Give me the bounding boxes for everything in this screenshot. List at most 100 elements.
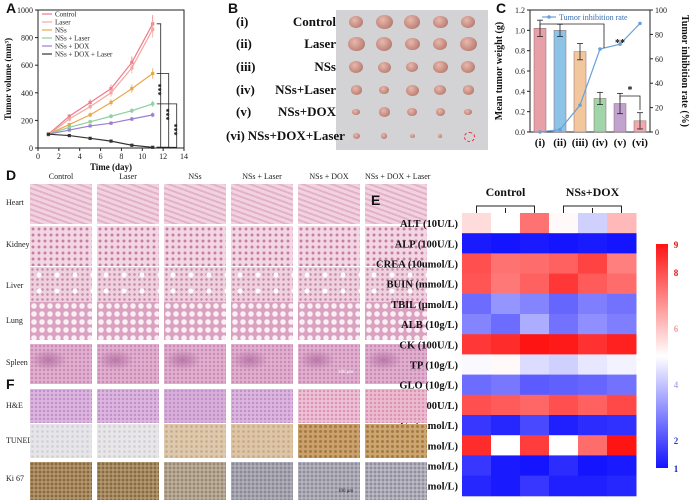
scale-bar-label: 100 μm (338, 489, 354, 494)
heatmap-cell (549, 273, 579, 295)
heatmap-cell (578, 253, 608, 275)
heatmap-cell (607, 253, 637, 275)
staining-tile (365, 389, 427, 423)
tumor-specimen (347, 36, 365, 52)
heatmap-cell (607, 435, 637, 456)
heatmap-cell (520, 233, 550, 254)
x-axis-label: Time (day) (90, 162, 132, 172)
inhibition-point (618, 42, 622, 46)
series-line (48, 72, 154, 135)
data-point (88, 100, 92, 105)
group-numeral: (v) (236, 104, 252, 119)
heatmap-cell (549, 394, 579, 416)
staining-tile (231, 462, 293, 500)
colorbar-tick-label: 9 (674, 240, 679, 250)
organ-label: Liver (6, 281, 24, 290)
inhibition-point (598, 47, 602, 51)
heatmap-cell (607, 314, 637, 335)
heatmap-cell (520, 253, 550, 275)
data-point (67, 122, 71, 127)
histology-tile (365, 184, 427, 224)
tumor-specimen (405, 84, 419, 96)
staining-tile (365, 424, 427, 458)
colorbar-tick-label: 4 (674, 380, 679, 390)
group-label: (ii) Laser (236, 36, 336, 52)
organ-label: Heart (6, 198, 24, 207)
tumor-specimen (350, 85, 362, 95)
staining-tile (164, 462, 226, 500)
group-label: (v) NSs+DOX (236, 104, 336, 120)
data-point (109, 121, 113, 125)
tumor-specimen (381, 133, 387, 139)
inhibition-point (538, 130, 542, 134)
x-tick-label: (v) (614, 137, 627, 149)
staining-tile (365, 462, 427, 500)
y-tick-label: 0.8 (515, 47, 525, 56)
inhibition-line (539, 23, 641, 133)
row-label: ALP (100U/L) (395, 239, 459, 250)
tumor-specimen (433, 38, 447, 50)
tumor-specimen (438, 134, 442, 138)
staining-tile (298, 389, 360, 423)
panel-c-label: C (496, 0, 507, 16)
heatmap-cell (491, 293, 521, 315)
legend-entry: NSs + DOX + Laser (55, 51, 113, 59)
group-label: (i) Control (236, 14, 336, 30)
x-tick-label: 10 (138, 152, 146, 161)
legend-marker (547, 15, 551, 19)
significance-bracket (156, 103, 178, 148)
staining-tile (164, 389, 226, 423)
stain-label: H&E (6, 401, 23, 410)
tumor-volume-chart: 0 200 400 600 800 1000 0 2 4 6 8 10 12 14 Time (day) Tu… (3, 6, 188, 172)
y-tick-label: 0.6 (515, 67, 525, 76)
group-numeral: (ii) (236, 36, 252, 51)
tumor-specimen (407, 107, 417, 117)
heatmap-cell (607, 334, 637, 355)
y-tick-label: 0.2 (515, 108, 525, 117)
heatmap-cell (549, 435, 579, 456)
heatmap-cell (607, 394, 637, 416)
heatmap-cell (491, 374, 521, 396)
heatmap-cell (462, 293, 492, 315)
row-label: ALT (10U/L) (400, 219, 459, 230)
heatmap-cell (520, 435, 550, 456)
data-point (88, 136, 92, 140)
x-tick-label: (vi) (632, 137, 648, 149)
legend-entry: NSs (55, 27, 67, 35)
heatmap-cell (607, 273, 637, 295)
weight-bar (533, 28, 547, 133)
tumor-specimen (463, 132, 475, 142)
row-label: TP (10g/L) (410, 361, 459, 372)
legend-entry: Tumor inhibition rate (559, 13, 628, 22)
row-label: TBIL (μmol/L) (391, 300, 458, 311)
group-numeral: (vi) (226, 128, 245, 143)
data-point (151, 145, 155, 149)
heatmap-cell (462, 314, 492, 335)
heatmap-cell (491, 435, 521, 456)
histology-tile (30, 184, 92, 224)
y-tick-label: 1000 (17, 6, 33, 15)
x-tick-label: (i) (535, 137, 546, 149)
data-point (109, 100, 113, 105)
data-point (67, 133, 71, 138)
column-header: Control (48, 172, 74, 181)
row-label: GLO (10g/L) (399, 381, 458, 392)
histology-tile (298, 302, 360, 340)
data-point (130, 66, 134, 70)
heatmap-cell (578, 394, 608, 416)
heatmap-cell (578, 455, 608, 477)
histology-tile (97, 226, 159, 266)
y-tick-label: 0.0 (515, 128, 525, 137)
tumor-specimen (378, 107, 390, 117)
data-point (88, 124, 92, 128)
histology-tile (298, 344, 360, 384)
histology-tile (365, 226, 427, 266)
significance-mark: ** (615, 38, 625, 49)
organ-label: Kidney (6, 240, 30, 249)
tumor-specimen (461, 61, 475, 73)
tumor-specimen (409, 133, 415, 139)
heatmap-cell (462, 233, 492, 254)
histology-tile (164, 226, 226, 266)
significance-bracket (539, 23, 605, 48)
y-tick-label: 1.2 (515, 6, 525, 15)
